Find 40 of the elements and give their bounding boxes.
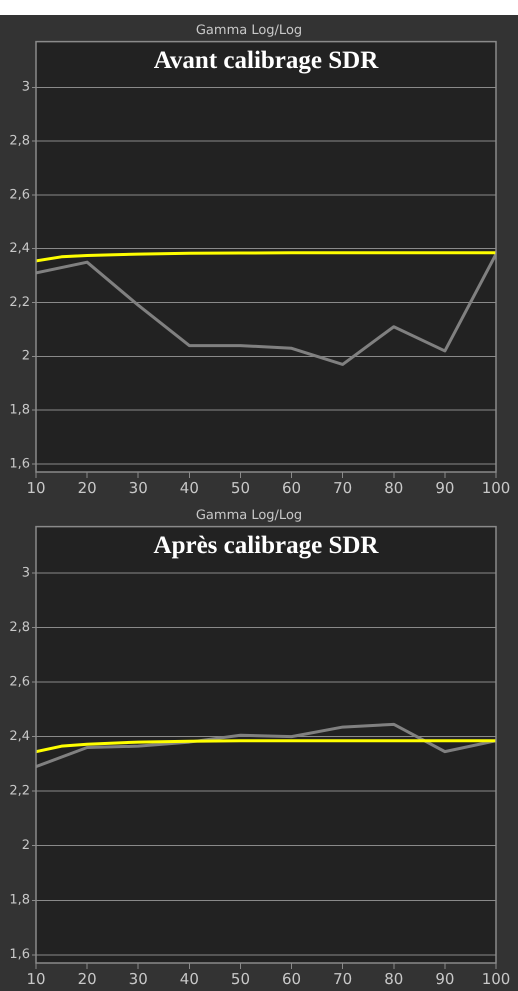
x-tick-label: 90: [435, 970, 454, 988]
x-tick-label: 40: [180, 478, 199, 497]
y-tick-label: 2: [22, 838, 30, 854]
y-tick-label: 2,8: [9, 620, 30, 635]
x-tick-label: 50: [230, 970, 250, 988]
y-tick-label: 2,2: [9, 784, 30, 799]
y-tick-label: 3: [22, 565, 30, 580]
y-tick-label: 3: [22, 80, 30, 95]
x-tick-label: 70: [333, 478, 352, 497]
y-tick-label: 1,8: [9, 892, 30, 908]
x-tick-label: 50: [230, 478, 250, 497]
x-tick-label: 80: [384, 478, 404, 497]
chart-title: Gamma Log/Log: [196, 23, 302, 38]
x-tick-label: 80: [384, 970, 404, 988]
chart-subtitle: Avant calibrage SDR: [154, 47, 380, 74]
x-tick-label: 100: [482, 970, 510, 988]
y-tick-label: 2,4: [9, 241, 30, 256]
y-tick-label: 2,4: [9, 728, 30, 744]
x-tick-label: 20: [78, 970, 97, 988]
x-tick-label: 60: [282, 970, 302, 988]
x-tick-label: 10: [26, 970, 46, 988]
y-tick-label: 2,2: [9, 294, 30, 310]
y-tick-label: 1,6: [9, 947, 30, 962]
y-tick-label: 2,6: [9, 674, 30, 690]
x-tick-label: 30: [128, 478, 148, 497]
y-tick-label: 1,6: [9, 456, 30, 472]
x-tick-label: 90: [435, 478, 454, 497]
x-tick-label: 20: [78, 478, 97, 497]
x-tick-label: 60: [282, 478, 302, 497]
x-tick-label: 10: [26, 478, 46, 497]
y-tick-label: 1,8: [9, 402, 30, 418]
x-tick-label: 70: [333, 970, 352, 988]
chart-title: Gamma Log/Log: [196, 508, 302, 524]
y-tick-label: 2: [22, 348, 30, 364]
y-tick-label: 2,6: [9, 187, 30, 202]
x-tick-label: 30: [128, 970, 148, 988]
y-tick-label: 2,8: [9, 134, 30, 149]
x-tick-label: 100: [482, 478, 510, 497]
x-tick-label: 40: [180, 970, 199, 988]
chart-subtitle: Après calibrage SDR: [154, 532, 380, 560]
